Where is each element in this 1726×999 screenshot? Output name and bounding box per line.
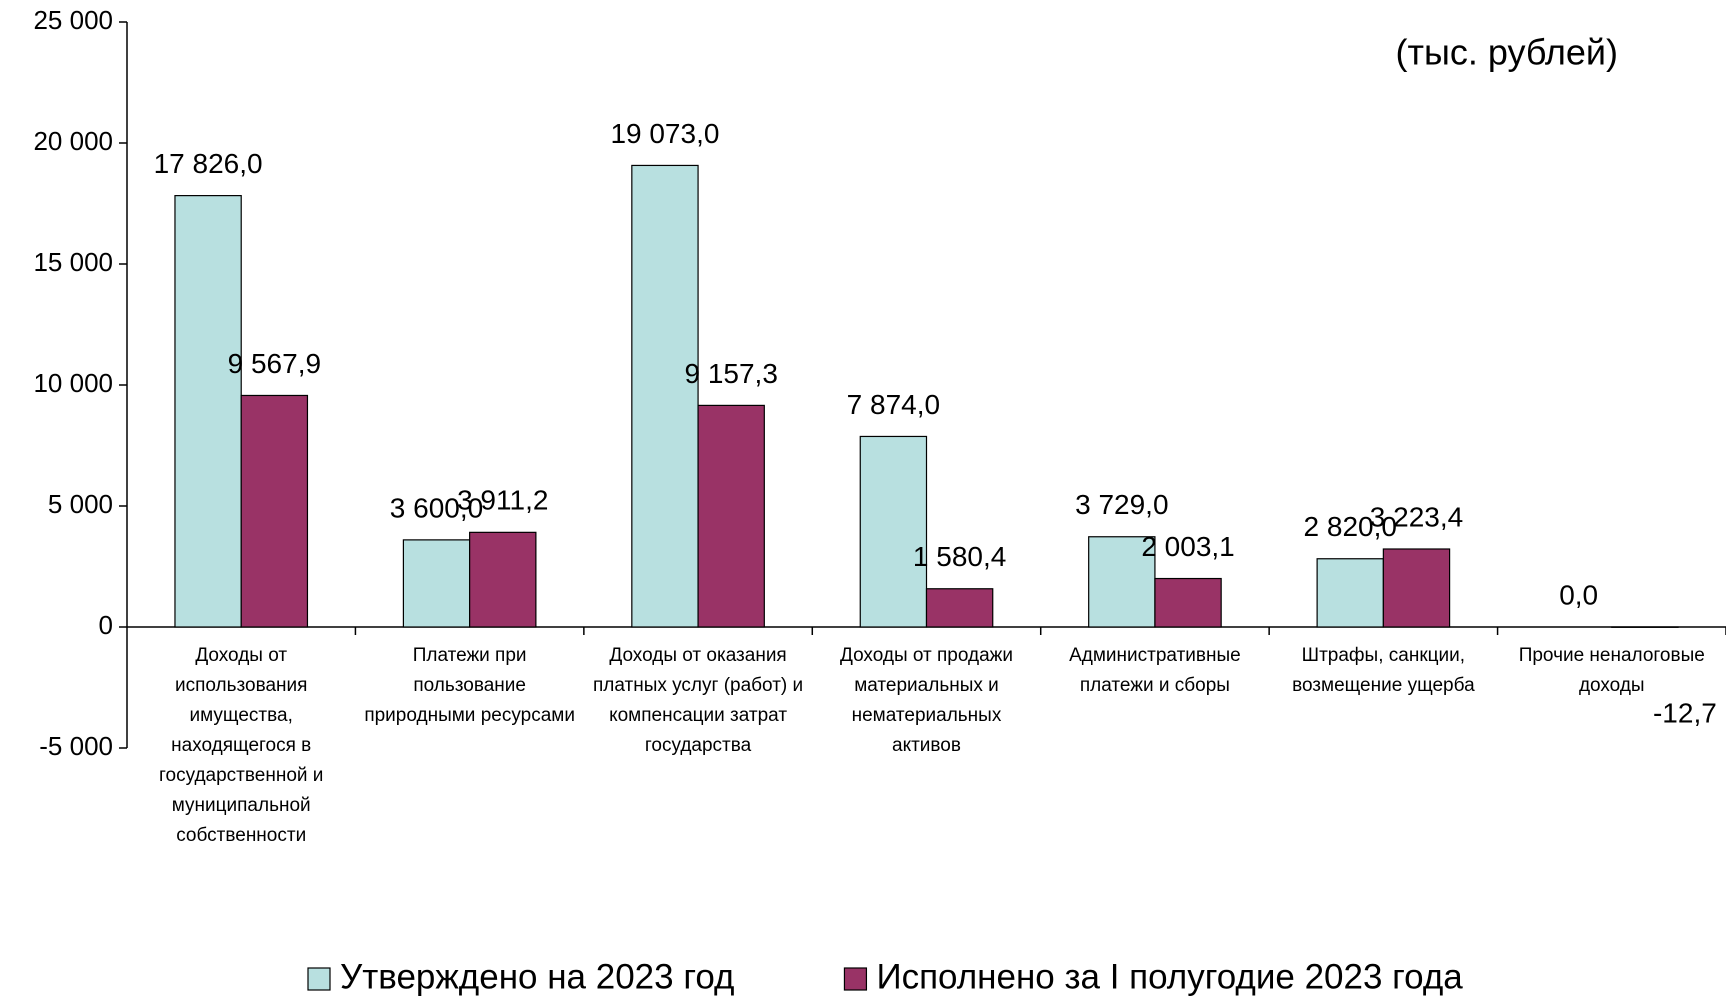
data-label: 1 580,4 [913, 541, 1006, 572]
legend-swatch [843, 967, 868, 991]
bar [174, 195, 242, 628]
data-label: 17 826,0 [154, 148, 263, 179]
data-label: 0,0 [1559, 579, 1598, 610]
data-label: 2 003,1 [1141, 531, 1234, 562]
data-label: 2 820,0 [1304, 511, 1397, 542]
y-tick-label: 5 000 [48, 489, 113, 519]
data-label: 3 223,4 [1370, 501, 1463, 532]
bar [402, 539, 471, 628]
y-tick-label: -5 000 [39, 731, 113, 761]
bar [859, 435, 928, 628]
bar [469, 531, 537, 628]
legend-label: Исполнено за I полугодие 2023 года [876, 957, 1463, 996]
data-label: -12,7 [1653, 698, 1717, 729]
data-label: 7 874,0 [847, 389, 940, 420]
bar [925, 588, 994, 628]
bar [240, 394, 309, 628]
data-label: 3 911,2 [457, 485, 548, 516]
y-tick-label: 20 000 [33, 126, 113, 156]
data-label: 3 729,0 [1075, 489, 1168, 520]
legend-swatch [307, 967, 331, 991]
bar [1382, 548, 1451, 628]
data-label: 19 073,0 [610, 118, 719, 149]
annotation: (тыс. рублей) [1395, 32, 1618, 73]
y-tick-label: 0 [99, 610, 113, 640]
data-label: 9 157,3 [684, 358, 777, 389]
bar [631, 164, 699, 628]
y-tick-label: 25 000 [33, 5, 113, 35]
bar [1154, 577, 1222, 628]
x-tick-label: Платежи при пользование природными ресур… [364, 645, 575, 726]
data-label: 9 567,9 [228, 348, 321, 379]
bar [1316, 558, 1384, 628]
y-tick-label: 10 000 [33, 368, 113, 398]
data-label: 3 600,0 [390, 492, 483, 523]
bar [1088, 536, 1156, 628]
x-tick-label: Доходы от использования имущества, наход… [159, 645, 324, 846]
legend-label: Утверждено на 2023 год [340, 957, 734, 996]
x-tick-label: Прочие неналоговые доходы [1518, 645, 1705, 696]
x-tick-label: Доходы от оказания платных услуг (работ)… [592, 645, 804, 756]
x-tick-label: Административные платежи и сборы [1069, 645, 1241, 696]
y-tick-label: 15 000 [33, 247, 113, 277]
x-tick-label: Доходы от продажи материальных и нематер… [839, 645, 1013, 756]
bar [697, 404, 765, 628]
x-tick-label: Штрафы, санкции, возмещение ущерба [1292, 645, 1475, 696]
